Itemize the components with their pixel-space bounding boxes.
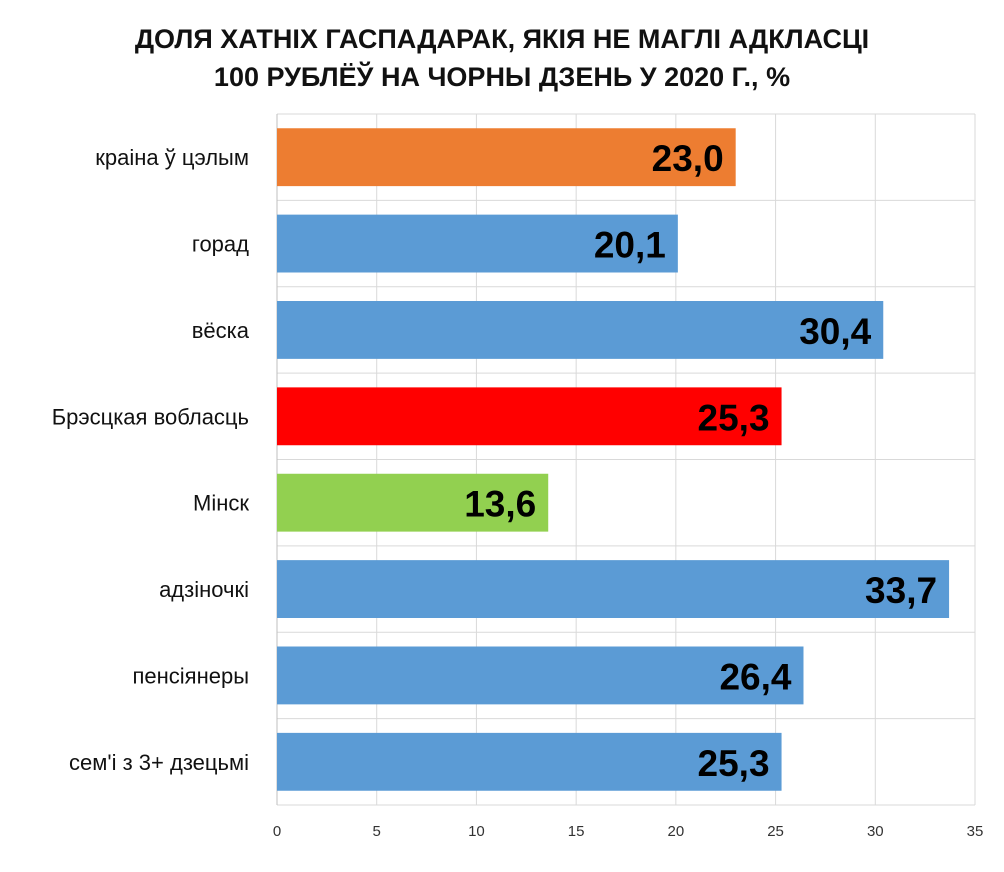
x-tick-label: 10 [468, 823, 485, 840]
x-tick-label: 15 [568, 823, 585, 840]
chart-title-line-2: 100 РУБЛЁЎ НА ЧОРНЫ ДЗЕНЬ У 2020 Г., % [213, 62, 791, 92]
category-label: сем'і з 3+ дзецьмі [69, 750, 249, 775]
bar-6 [277, 646, 804, 705]
value-label: 20,1 [594, 225, 666, 266]
x-tick-label: 0 [273, 823, 281, 840]
category-label: Мінск [193, 491, 249, 516]
bar-4 [277, 473, 549, 532]
category-label: горад [192, 232, 249, 257]
chart-title: ДОЛЯ ХАТНІХ ГАСПАДАРАК, ЯКІЯ НЕ МАГЛІ АД… [0, 20, 1004, 96]
bar-0 [277, 128, 736, 187]
bar-3 [277, 387, 782, 446]
value-label: 25,3 [698, 743, 770, 784]
chart-title-line-1: ДОЛЯ ХАТНІХ ГАСПАДАРАК, ЯКІЯ НЕ МАГЛІ АД… [134, 24, 870, 54]
bar-2 [277, 301, 884, 359]
bar-7 [277, 732, 782, 791]
x-tick-label: 5 [373, 823, 381, 840]
x-tick-label: 30 [867, 823, 884, 840]
x-tick-label: 20 [668, 823, 685, 840]
x-tick-label: 25 [767, 823, 784, 840]
bar-1 [277, 214, 678, 273]
value-label: 30,4 [799, 311, 871, 352]
value-label: 33,7 [865, 570, 937, 611]
x-tick-label: 35 [967, 823, 984, 840]
value-label: 25,3 [698, 397, 770, 438]
value-label: 26,4 [719, 656, 791, 697]
bar-5 [277, 560, 950, 618]
value-label: 13,6 [464, 484, 536, 525]
category-label: пенсіянеры [132, 663, 249, 688]
category-label: адзіночкі [159, 577, 249, 602]
category-label: Брэсцкая вобласць [52, 404, 249, 429]
value-label: 23,0 [652, 138, 724, 179]
category-label: краіна ў цэлым [95, 145, 249, 170]
category-label: вёска [192, 318, 250, 343]
